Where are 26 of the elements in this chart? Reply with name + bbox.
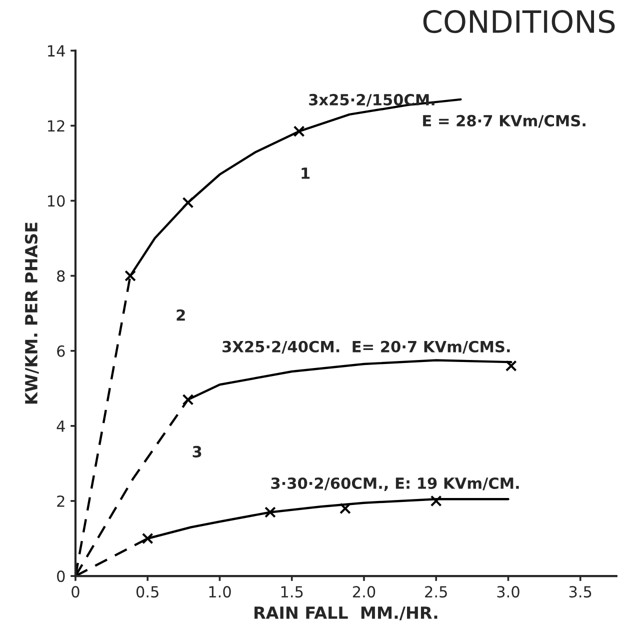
y-tick-label: 4	[56, 420, 65, 432]
chart-title: CONDITIONS	[423, 10, 615, 34]
x-axis-title: RAIN FALL MM./HR.	[254, 606, 438, 620]
annotation: 3X25·2/40CM. E= 20·7 KVm/CMS.	[222, 340, 510, 354]
x-tick-label: 2.5	[425, 586, 447, 598]
annotation: E = 28·7 KVm/CMS.	[423, 114, 586, 128]
x-tick-label: 3.5	[569, 586, 592, 598]
annotation: 3	[192, 446, 202, 458]
annotation: 1	[302, 168, 310, 179]
y-tick-label: 8	[57, 270, 65, 282]
y-tick-label: 14	[48, 45, 65, 56]
y-tick-label: 2	[57, 495, 64, 507]
x-tick-label: 1.0	[209, 586, 231, 598]
x-tick-label: 0.5	[136, 586, 158, 598]
y-axis-title: KW/KM. PER PHASE	[24, 222, 39, 404]
x-tick-label: 2.0	[352, 586, 376, 598]
annotation: 3x25·2/150CM.	[309, 94, 434, 107]
y-tick-label: 10	[48, 195, 65, 207]
x-tick-label: 3.0	[497, 586, 520, 598]
x-tick-label: 0	[72, 586, 80, 598]
x-tick-label: 1.5	[281, 586, 303, 598]
annotation: 2	[176, 309, 185, 321]
y-tick-label: 12	[48, 120, 64, 132]
y-tick-label: 6	[57, 345, 65, 357]
annotation: 3·30·2/60CM., E: 19 KVm/CM.	[271, 477, 519, 491]
y-tick-label: 0	[57, 570, 65, 582]
